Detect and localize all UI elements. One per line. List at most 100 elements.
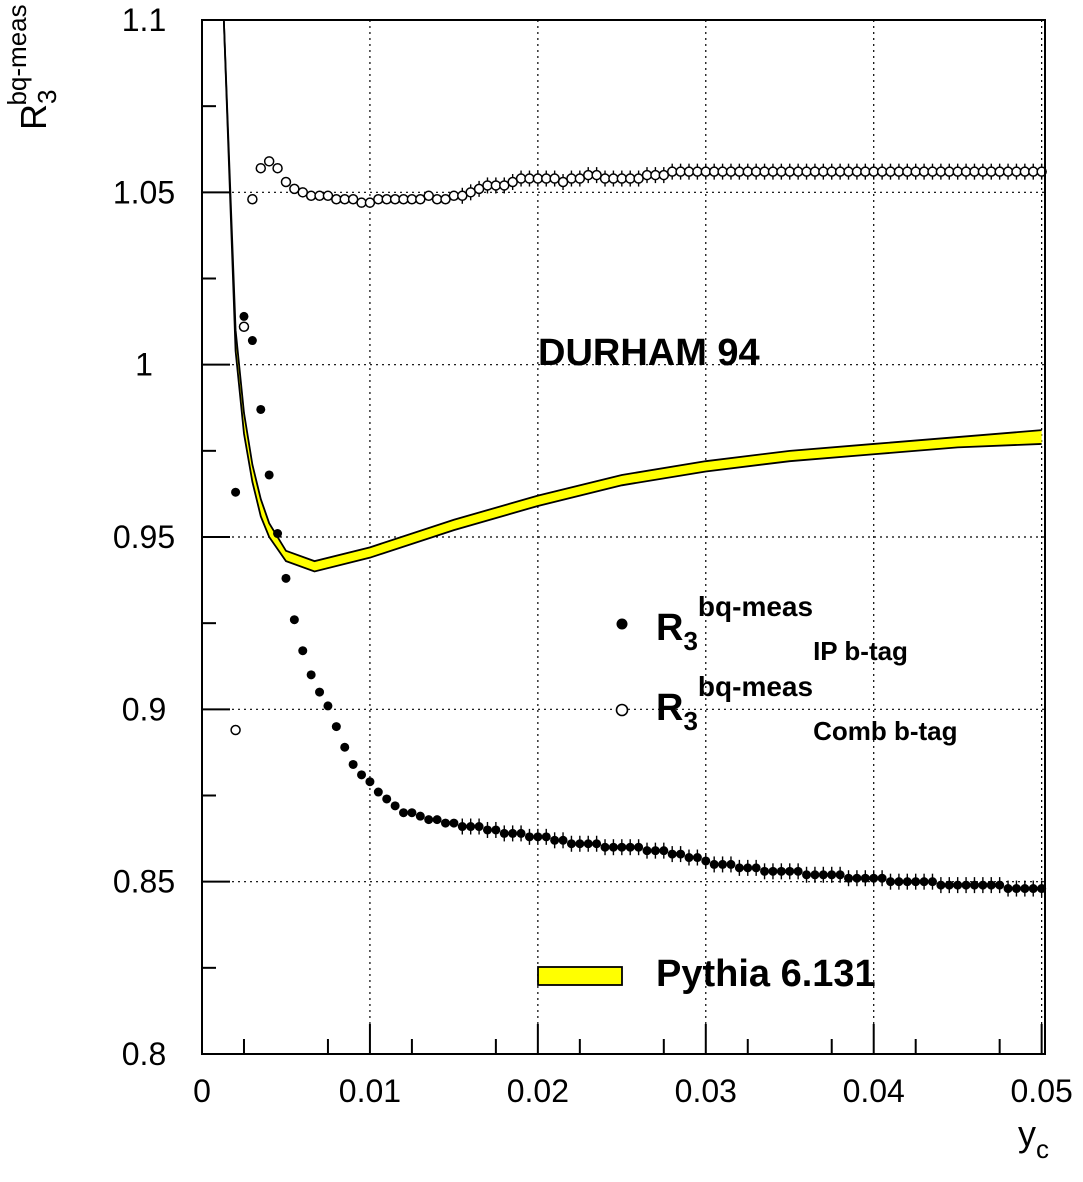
data-point (684, 853, 694, 863)
legend-marker-band (537, 966, 623, 986)
pythia-band-lower (222, 19, 1042, 573)
data-point (650, 846, 660, 856)
data-point (247, 336, 257, 346)
data-point (978, 880, 988, 890)
data-point (390, 801, 400, 811)
data-point (886, 877, 896, 887)
data-point (231, 487, 241, 497)
data-point (424, 815, 434, 825)
svg-text:R3bq-measComb b-tag: R3bq-measComb b-tag (656, 671, 958, 746)
data-point (440, 193, 451, 205)
data-point (466, 822, 476, 832)
y-tick-label: 0.8 (122, 1036, 166, 1072)
data-point (575, 839, 585, 849)
data-point (1003, 884, 1013, 894)
pythia-band-upper (222, 19, 1042, 563)
data-point (986, 880, 996, 890)
data-point (557, 176, 569, 188)
data-point (785, 866, 795, 876)
x-tick-label: 0.03 (675, 1073, 737, 1109)
data-point (944, 880, 954, 890)
data-point (600, 842, 610, 852)
data-point (642, 846, 652, 856)
data-point (263, 156, 275, 167)
data-point (457, 190, 468, 202)
data-point (440, 818, 450, 828)
data-point (558, 835, 568, 845)
data-point (911, 877, 921, 887)
svg-text:R3bq-measIP b-tag: R3bq-measIP b-tag (656, 591, 908, 666)
data-point (894, 877, 904, 887)
data-point (659, 846, 669, 856)
data-point (676, 849, 686, 859)
data-point (566, 839, 576, 849)
data-point (281, 573, 291, 583)
data-point (331, 722, 341, 732)
data-point (482, 825, 492, 835)
data-point (1037, 884, 1047, 894)
data-point (298, 646, 308, 656)
data-point (634, 842, 644, 852)
legend-entry-pythia: Pythia 6.131 (537, 953, 876, 995)
data-point (810, 870, 820, 880)
data-point (919, 877, 929, 887)
data-point (415, 811, 425, 821)
data-point (760, 866, 770, 876)
data-point (247, 193, 258, 205)
y-tick-label: 1.05 (113, 174, 175, 210)
data-point (432, 815, 442, 825)
data-point (1028, 884, 1038, 894)
data-point (869, 873, 879, 883)
data-point (415, 193, 426, 205)
data-point (608, 842, 618, 852)
data-point (860, 873, 870, 883)
data-point (273, 529, 283, 539)
data-point (499, 828, 509, 838)
data-point (591, 169, 602, 181)
data-point (322, 190, 334, 202)
data-point (583, 839, 593, 849)
legend-entry-comb: R3bq-measComb b-tag (615, 671, 958, 746)
x-tick-label: 0 (193, 1073, 211, 1109)
pythia-band (222, 19, 1042, 573)
data-point (953, 880, 963, 890)
data-point (264, 470, 274, 480)
data-point (961, 880, 971, 890)
data-point (592, 839, 602, 849)
data-point (1020, 884, 1030, 894)
data-point (256, 404, 266, 414)
data-point (255, 162, 267, 174)
data-point (776, 866, 786, 876)
data-point (574, 173, 586, 184)
data-point (474, 822, 484, 832)
x-tick-label: 0.01 (339, 1073, 401, 1109)
data-point (902, 877, 912, 887)
data-point (465, 187, 476, 198)
data-point (936, 880, 946, 890)
data-point (473, 183, 485, 195)
y-tick-label: 0.9 (122, 691, 166, 727)
svg-text:yc: yc (1018, 1113, 1049, 1164)
data-point (692, 853, 702, 863)
ip-btag-series (231, 311, 1047, 897)
data-point (399, 808, 409, 818)
data-point (289, 615, 299, 625)
axis-ticks: 0 0.01 0.02 0.03 0.04 0.05 0.8 0.85 0.9 0.95 1 1.05… (113, 2, 1073, 1109)
data-point (995, 880, 1005, 890)
data-point (877, 873, 887, 883)
legend: R3bq-measIP b-tag R3bq-measComb b-tag Py… (537, 591, 958, 995)
data-point (323, 701, 333, 711)
svg-text:Pythia 6.131: Pythia 6.131 (656, 953, 876, 995)
data-point (633, 173, 644, 184)
data-point (793, 866, 803, 876)
data-point (550, 835, 560, 845)
data-point (709, 859, 719, 869)
legend-marker-open-circle (615, 703, 629, 717)
svg-text:R3bq-meas: R3bq-meas (2, 4, 62, 130)
data-point (347, 193, 359, 205)
data-point (230, 724, 241, 736)
data-point (457, 822, 467, 832)
data-point (306, 670, 316, 680)
data-point (617, 842, 627, 852)
y-axis-title: R3bq-meas (2, 4, 62, 130)
